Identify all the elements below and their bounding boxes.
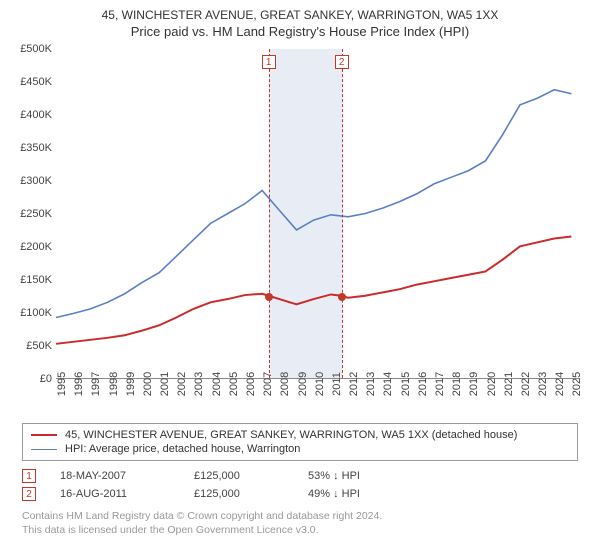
sale-vline xyxy=(269,49,270,378)
y-tick-label: £200K xyxy=(20,241,52,253)
x-tick-label: 2019 xyxy=(468,372,480,396)
legend-swatch xyxy=(31,434,57,436)
x-tick-label: 2001 xyxy=(159,372,171,396)
x-tick-label: 2022 xyxy=(520,372,532,396)
title-line-1: 45, WINCHESTER AVENUE, GREAT SANKEY, WAR… xyxy=(0,8,600,22)
legend-swatch xyxy=(31,449,57,450)
x-tick-label: 1997 xyxy=(90,372,102,396)
x-tick-label: 2002 xyxy=(176,372,188,396)
x-tick-label: 2008 xyxy=(279,372,291,396)
sale-row: 1 18-MAY-2007 £125,000 53% ↓ HPI xyxy=(22,467,578,485)
x-tick-label: 2006 xyxy=(245,372,257,396)
sale-pct-vs-hpi: 53% ↓ HPI xyxy=(308,470,418,482)
x-tick-label: 2018 xyxy=(451,372,463,396)
x-tick-label: 2023 xyxy=(537,372,549,396)
sales-table: 1 18-MAY-2007 £125,000 53% ↓ HPI 2 16-AUG-201… xyxy=(22,467,578,503)
sale-marker-box: 1 xyxy=(262,55,276,69)
y-tick-label: £0 xyxy=(40,373,52,385)
y-tick-label: £50K xyxy=(26,340,52,352)
y-tick-label: £350K xyxy=(20,142,52,154)
series-svg xyxy=(56,49,580,378)
attribution-line-2: This data is licensed under the Open Gov… xyxy=(22,523,578,537)
title-line-2: Price paid vs. HM Land Registry's House … xyxy=(0,24,600,39)
x-tick-label: 2025 xyxy=(571,372,583,396)
y-tick-label: £250K xyxy=(20,208,52,220)
sale-dot xyxy=(338,293,346,301)
sale-pct-vs-hpi: 49% ↓ HPI xyxy=(308,488,418,500)
sale-dot xyxy=(265,293,273,301)
sale-price: £125,000 xyxy=(194,488,284,500)
y-tick-label: £450K xyxy=(20,76,52,88)
sale-row-marker: 2 xyxy=(22,487,36,501)
x-tick-label: 1995 xyxy=(56,372,68,396)
y-tick-label: £150K xyxy=(20,274,52,286)
x-tick-label: 2000 xyxy=(142,372,154,396)
x-tick-label: 2017 xyxy=(434,372,446,396)
chart-title-block: 45, WINCHESTER AVENUE, GREAT SANKEY, WAR… xyxy=(0,0,600,41)
chart-container: £0 £50K £100K £150K £200K £250K £300K £350K £400… xyxy=(10,45,590,415)
legend-label: 45, WINCHESTER AVENUE, GREAT SANKEY, WAR… xyxy=(65,429,517,441)
x-tick-label: 2009 xyxy=(297,372,309,396)
sale-price: £125,000 xyxy=(194,470,284,482)
x-tick-label: 2014 xyxy=(382,372,394,396)
legend-label: HPI: Average price, detached house, Warr… xyxy=(65,443,300,455)
x-tick-label: 2016 xyxy=(417,372,429,396)
x-tick-label: 1999 xyxy=(125,372,137,396)
x-tick-label: 2020 xyxy=(486,372,498,396)
y-tick-label: £400K xyxy=(20,109,52,121)
plot-area: £0£50K£100K£150K£200K£250K£300K£350K£400… xyxy=(56,49,580,379)
x-tick-label: 2004 xyxy=(211,372,223,396)
x-tick-label: 2010 xyxy=(314,372,326,396)
x-tick-label: 2015 xyxy=(400,372,412,396)
x-tick-label: 2012 xyxy=(348,372,360,396)
sale-date: 16-AUG-2011 xyxy=(60,488,170,500)
sale-date: 18-MAY-2007 xyxy=(60,470,170,482)
series-line-price_paid xyxy=(56,237,571,344)
x-tick-label: 2005 xyxy=(228,372,240,396)
sale-row: 2 16-AUG-2011 £125,000 49% ↓ HPI xyxy=(22,485,578,503)
x-tick-label: 2021 xyxy=(503,372,515,396)
sale-vline xyxy=(342,49,343,378)
legend-row: HPI: Average price, detached house, Warr… xyxy=(31,442,569,456)
x-tick-label: 1996 xyxy=(73,372,85,396)
sale-row-marker: 1 xyxy=(22,469,36,483)
legend-row: 45, WINCHESTER AVENUE, GREAT SANKEY, WAR… xyxy=(31,428,569,442)
x-tick-label: 2024 xyxy=(554,372,566,396)
x-tick-label: 1998 xyxy=(108,372,120,396)
x-tick-label: 2003 xyxy=(193,372,205,396)
y-tick-label: £500K xyxy=(20,43,52,55)
attribution-line-1: Contains HM Land Registry data © Crown c… xyxy=(22,509,578,523)
sale-marker-box: 2 xyxy=(335,55,349,69)
series-line-hpi xyxy=(56,90,571,318)
x-tick-label: 2013 xyxy=(365,372,377,396)
y-tick-label: £300K xyxy=(20,175,52,187)
legend-box: 45, WINCHESTER AVENUE, GREAT SANKEY, WAR… xyxy=(22,423,578,461)
attribution-text: Contains HM Land Registry data © Crown c… xyxy=(22,509,578,537)
y-tick-label: £100K xyxy=(20,307,52,319)
